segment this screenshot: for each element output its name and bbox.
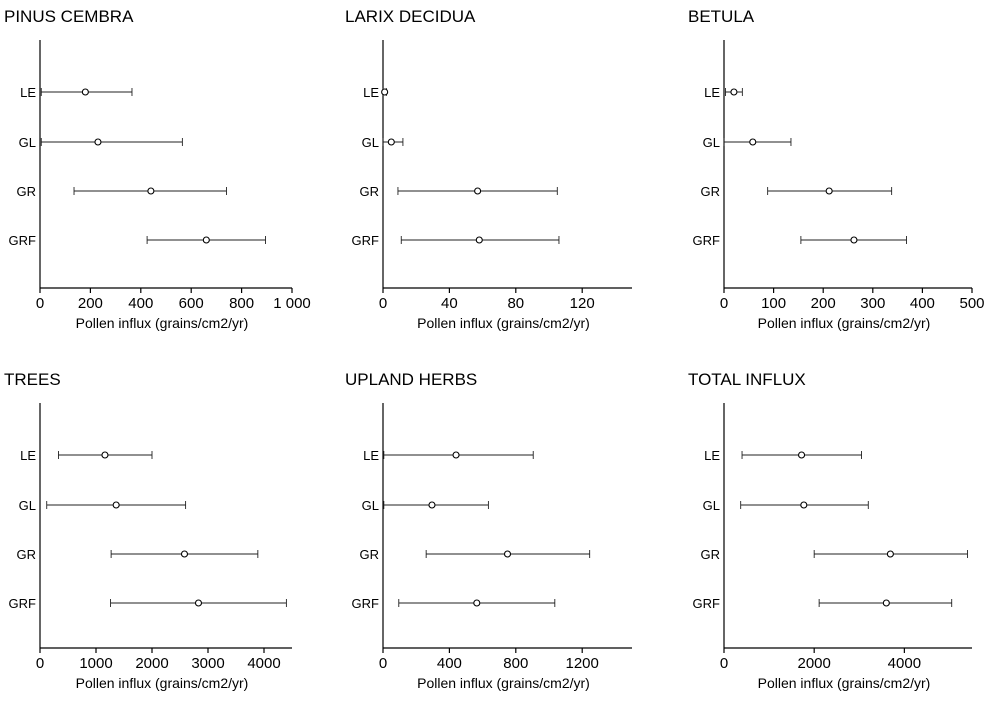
panel-4-x-tick-label: 1000 (79, 655, 112, 672)
panel-1-data-point (147, 187, 155, 195)
panel-3-data-point (749, 138, 757, 146)
panel-1-x-tick-label: 400 (128, 295, 153, 312)
panel-3-category-label: GRF (693, 233, 721, 248)
panel-2-data-point (381, 88, 389, 96)
panel-3-x-tick-label: 400 (910, 295, 935, 312)
panel-6-x-tick-label: 0 (720, 655, 728, 672)
panel-1-x-tick-label: 600 (179, 295, 204, 312)
panel-6-data-point (886, 550, 894, 558)
panel-6-category-label: GR (701, 547, 721, 562)
panel-4-title: TREES (4, 370, 61, 389)
panel-6-category-label: LE (704, 448, 720, 463)
panel-4-category-label: LE (20, 448, 36, 463)
panel-4-data-point (112, 501, 120, 509)
panel-2-category-label: LE (363, 85, 379, 100)
panel-6-data-point (882, 599, 890, 607)
panel-5-data-point (452, 451, 460, 459)
panel-5-data-point (473, 599, 481, 607)
panel-1-data-point (202, 236, 210, 244)
panel-1-x-tick-label: 1 000 (273, 295, 311, 312)
panel-4-x-tick-label: 0 (36, 655, 44, 672)
panel-2-category-label: GRF (352, 233, 380, 248)
panel-2-data-point (475, 236, 483, 244)
panel-5-category-label: LE (363, 448, 379, 463)
panel-3-x-tick-label: 200 (811, 295, 836, 312)
panel-4-category-label: GL (19, 498, 36, 513)
panel-3-title: BETULA (688, 7, 755, 26)
panel-5-x-tick-label: 1200 (566, 655, 599, 672)
panel-5-data-point (503, 550, 512, 558)
panel-5-x-tick-label: 800 (503, 655, 528, 672)
panel-5-category-label: GRF (352, 596, 380, 611)
panel-2-category-label: GR (360, 184, 380, 199)
panel-4-x-tick-label: 3000 (191, 655, 224, 672)
panel-2-title: LARIX DECIDUA (345, 7, 476, 26)
panel-3-x-tick-label: 100 (761, 295, 786, 312)
panel-3-category-label: GL (703, 135, 720, 150)
panel-3-x-axis-label: Pollen influx (grains/cm2/yr) (758, 315, 931, 331)
panel-1-x-tick-label: 800 (229, 295, 254, 312)
panel-5-data-point (428, 501, 436, 509)
panel-6-data-point (798, 451, 806, 459)
panel-5-x-tick-label: 400 (437, 655, 462, 672)
panel-4-x-tick-label: 4000 (247, 655, 280, 672)
panel-3-data-point (825, 187, 833, 195)
panel-4-category-label: GR (17, 547, 37, 562)
panel-3-category-label: LE (704, 85, 720, 100)
panel-3-x-tick-label: 0 (720, 295, 728, 312)
panel-3-category-label: GR (701, 184, 721, 199)
panel-1-x-axis-label: Pollen influx (grains/cm2/yr) (76, 315, 249, 331)
panel-5-x-tick-label: 0 (379, 655, 387, 672)
panel-6-category-label: GRF (693, 596, 721, 611)
panel-5-category-label: GL (362, 498, 379, 513)
panel-2-x-tick-label: 120 (570, 295, 595, 312)
panel-1-category-label: LE (20, 85, 36, 100)
panel-2-data-point (387, 138, 395, 146)
panel-6-data-point (800, 501, 808, 509)
panel-4-data-point (101, 451, 109, 459)
panel-2-category-label: GL (362, 135, 379, 150)
panel-5-title: UPLAND HERBS (345, 370, 477, 389)
panel-1-x-tick-label: 200 (78, 295, 103, 312)
panel-1-x-tick-label: 0 (36, 295, 44, 312)
panel-6-x-tick-label: 4000 (888, 655, 921, 672)
panel-3-data-point (850, 236, 858, 244)
panel-1-data-point (81, 88, 89, 96)
panel-4-x-tick-label: 2000 (135, 655, 168, 672)
panel-2-data-point (474, 187, 482, 195)
panel-5-x-axis-label: Pollen influx (grains/cm2/yr) (417, 675, 590, 691)
panel-6-title: TOTAL INFLUX (688, 370, 806, 389)
panel-2-x-tick-label: 80 (507, 295, 524, 312)
panel-2-x-tick-label: 40 (441, 295, 458, 312)
panel-4-x-axis-label: Pollen influx (grains/cm2/yr) (76, 675, 249, 691)
panel-6-x-axis-label: Pollen influx (grains/cm2/yr) (758, 675, 931, 691)
panel-1-category-label: GRF (9, 233, 37, 248)
panel-6-category-label: GL (703, 498, 720, 513)
panel-5-category-label: GR (360, 547, 380, 562)
panel-1-category-label: GL (19, 135, 36, 150)
panel-6-x-tick-label: 2000 (797, 655, 830, 672)
panel-1-category-label: GR (17, 184, 37, 199)
panel-2-x-axis-label: Pollen influx (grains/cm2/yr) (417, 315, 590, 331)
panel-3-x-tick-label: 500 (959, 295, 984, 312)
panel-4-data-point (180, 550, 189, 558)
panel-2-x-tick-label: 0 (379, 295, 387, 312)
panel-3-x-tick-label: 300 (860, 295, 885, 312)
panel-1-title: PINUS CEMBRA (4, 7, 134, 26)
panel-4-category-label: GRF (9, 596, 37, 611)
panel-4-data-point (194, 599, 203, 607)
panel-1-data-point (94, 138, 102, 146)
panel-3-data-point (730, 88, 738, 96)
